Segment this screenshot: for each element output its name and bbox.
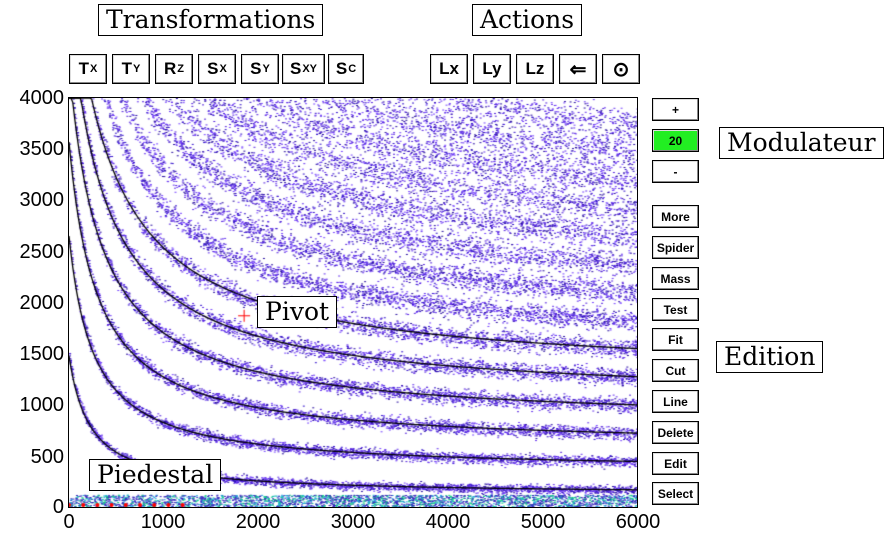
fit-button[interactable]: Fit [652, 328, 699, 351]
x-tick: 2000 [235, 511, 281, 533]
scatter-canvas[interactable] [69, 98, 637, 507]
transformations-label: Transformations [98, 4, 324, 36]
test-button[interactable]: Test [652, 298, 699, 321]
y-tick: 4000 [19, 87, 65, 109]
cut-button[interactable]: Cut [652, 359, 699, 382]
line-button[interactable]: Line [652, 390, 699, 413]
mass-button[interactable]: Mass [652, 267, 699, 290]
x-tick: 3000 [330, 511, 376, 533]
modulateur-label: Modulateur [719, 127, 884, 159]
ly-button[interactable]: Ly [473, 54, 511, 84]
more-button[interactable]: More [652, 205, 699, 228]
modulateur-value: 20 [652, 129, 699, 152]
back-arrow-icon[interactable]: ⇐ [559, 54, 597, 84]
y-tick: 3000 [19, 189, 65, 211]
pivot-label: Pivot [257, 296, 338, 328]
lz-button[interactable]: Lz [516, 54, 554, 84]
y-tick: 2000 [19, 292, 65, 314]
y-tick: 1500 [19, 343, 65, 365]
delete-button[interactable]: Delete [652, 421, 699, 444]
y-tick: 2500 [19, 241, 65, 263]
x-tick: 1000 [140, 511, 186, 533]
particle-id-plot[interactable] [68, 97, 638, 508]
lx-button[interactable]: Lx [430, 54, 468, 84]
x-tick: 0 [63, 511, 75, 533]
piedestal-label: Piedestal [89, 459, 222, 491]
decrement-button[interactable]: - [652, 160, 699, 183]
edit-button[interactable]: Edit [652, 452, 699, 475]
y-tick: 500 [30, 446, 64, 468]
x-tick: 4000 [425, 511, 471, 533]
y-tick: 3500 [19, 138, 65, 160]
select-button[interactable]: Select [652, 482, 699, 505]
center-target-icon[interactable]: ⊙ [602, 54, 640, 84]
y-tick: 0 [52, 496, 64, 518]
spider-button[interactable]: Spider [652, 236, 699, 259]
edition-label: Edition [716, 341, 824, 373]
x-tick: 5000 [520, 511, 566, 533]
increment-button[interactable]: + [652, 98, 699, 121]
actions-label: Actions [472, 4, 583, 36]
scale-xy-button[interactable]: S XY [282, 54, 325, 84]
x-tick: 6000 [615, 511, 661, 533]
y-tick: 1000 [19, 394, 65, 416]
